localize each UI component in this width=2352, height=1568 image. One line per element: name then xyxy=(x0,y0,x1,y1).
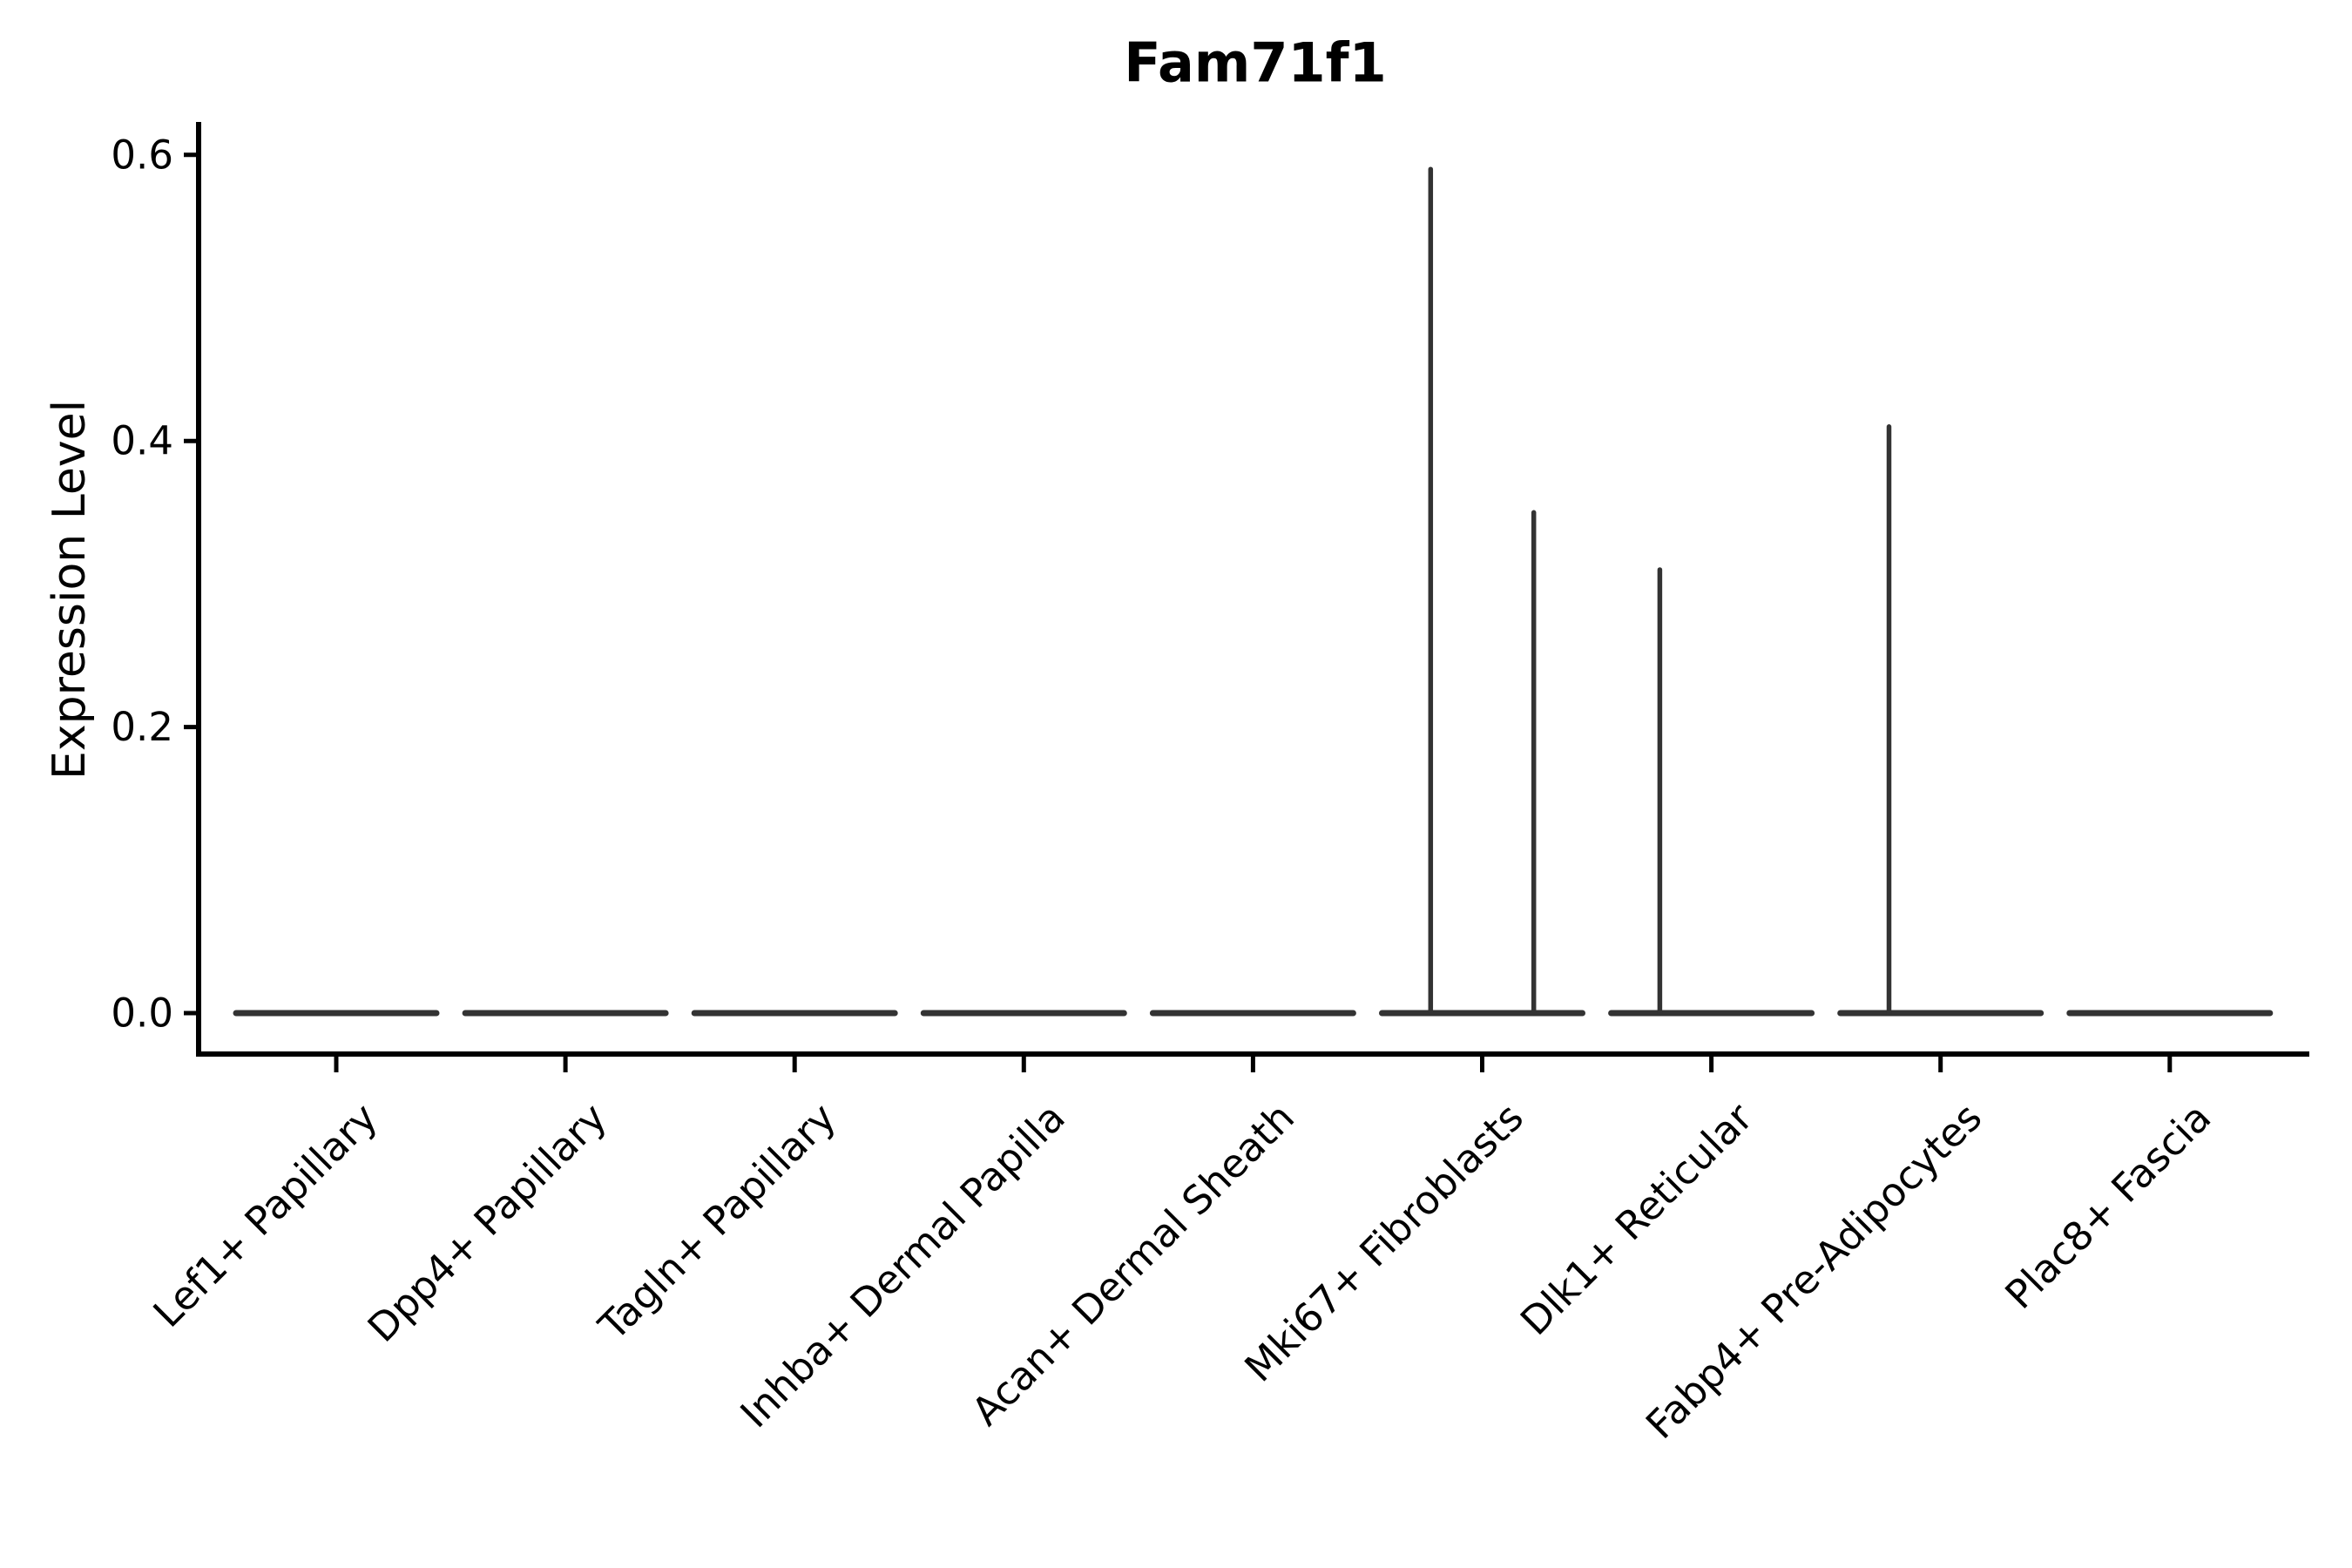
x-tick-label: Dlk1+ Reticular xyxy=(1511,1094,1761,1344)
x-tick-label: Dpp4+ Papillary xyxy=(359,1094,616,1351)
y-tick-label: 0.4 xyxy=(111,418,173,464)
x-tick-label: Lef1+ Papillary xyxy=(145,1094,387,1336)
y-tick-label: 0.0 xyxy=(111,990,173,1037)
x-tick-label: Plac8+ Fascia xyxy=(1997,1094,2220,1318)
y-tick-label: 0.2 xyxy=(111,704,173,750)
x-tick-label: Tagln+ Papillary xyxy=(590,1094,845,1349)
y-tick-label: 0.6 xyxy=(111,132,173,178)
y-axis-label: Expression Level xyxy=(44,399,96,781)
chart-title: Fam71f1 xyxy=(1124,30,1387,95)
